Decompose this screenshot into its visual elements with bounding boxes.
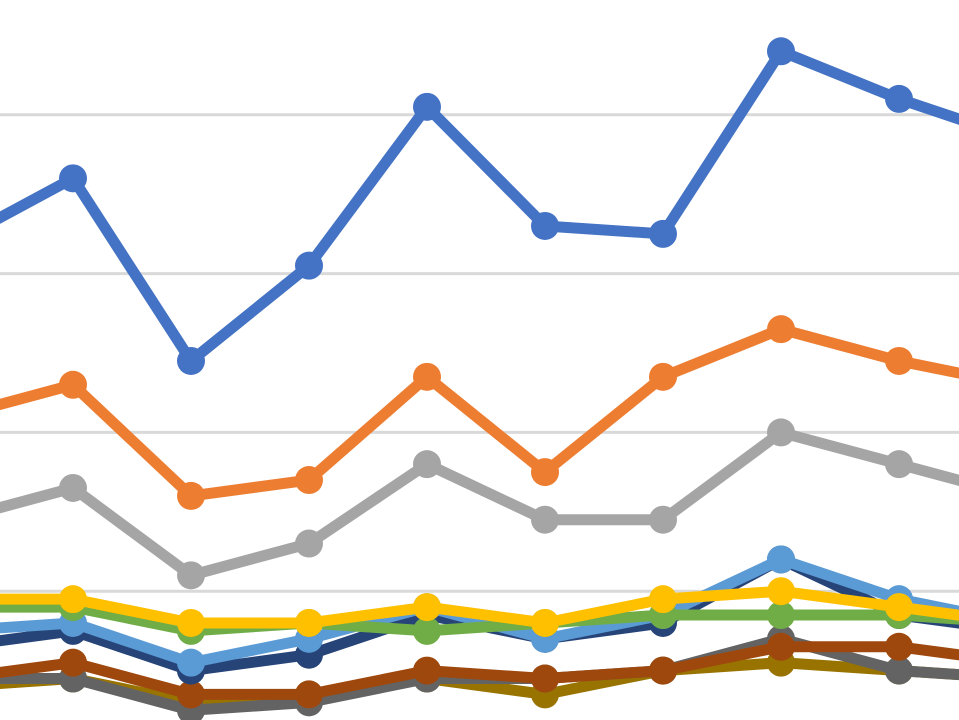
series-1-point-8 [885, 346, 913, 375]
series-1-point-3 [295, 466, 323, 495]
series-1-line [0, 323, 959, 502]
series-1-point-1 [59, 370, 87, 399]
series-7-line [0, 641, 959, 700]
series-1-point-5 [531, 458, 559, 487]
series-0-point-2 [177, 346, 205, 375]
series-3-point-4 [413, 593, 441, 622]
series-4-point-7 [767, 601, 795, 630]
series-group [0, 37, 959, 720]
series-0-point-4 [413, 92, 441, 121]
series-0-point-5 [531, 211, 559, 240]
series-7-point-7 [767, 632, 795, 661]
series-0-point-6 [649, 219, 677, 248]
series-3-point-7 [767, 577, 795, 606]
series-3-point-1 [59, 585, 87, 614]
series-3-point-5 [531, 608, 559, 637]
series-3-line [0, 585, 959, 629]
series-7-point-6 [649, 656, 677, 685]
grid-lines [0, 113, 959, 593]
series-1-point-7 [767, 315, 795, 344]
series-8-point-8 [885, 656, 913, 685]
series-7-point-8 [885, 632, 913, 661]
series-7-point-2 [177, 680, 205, 709]
series-5-point-2 [177, 648, 205, 677]
series-7-point-3 [295, 680, 323, 709]
series-0-point-8 [885, 84, 913, 113]
series-2-point-3 [295, 529, 323, 558]
series-2-point-5 [531, 505, 559, 534]
series-7 [0, 632, 959, 709]
series-3-point-8 [885, 593, 913, 622]
series-0-point-7 [767, 37, 795, 66]
series-3 [0, 577, 959, 637]
series-2-point-8 [885, 450, 913, 479]
series-2-point-1 [59, 473, 87, 502]
series-3-point-2 [177, 608, 205, 637]
series-1-point-2 [177, 481, 205, 510]
series-2-point-4 [413, 450, 441, 479]
series-3-point-6 [649, 585, 677, 614]
series-4-line [0, 601, 959, 637]
series-1-point-6 [649, 362, 677, 391]
series-0-line [0, 45, 959, 367]
series-2-point-6 [649, 505, 677, 534]
series-1 [0, 315, 959, 510]
series-0-point-3 [295, 251, 323, 280]
series-5-point-7 [767, 545, 795, 574]
series-3-point-3 [295, 608, 323, 637]
series-7-point-1 [59, 648, 87, 677]
series-2-point-2 [177, 561, 205, 590]
series-0 [0, 37, 959, 375]
series-7-point-4 [413, 656, 441, 685]
series-4-point-4 [413, 616, 441, 645]
series-2 [0, 418, 959, 590]
series-2-point-7 [767, 418, 795, 447]
series-1-point-4 [413, 362, 441, 391]
series-2-line [0, 426, 959, 581]
series-0-point-1 [59, 164, 87, 193]
series-7-point-5 [531, 664, 559, 693]
